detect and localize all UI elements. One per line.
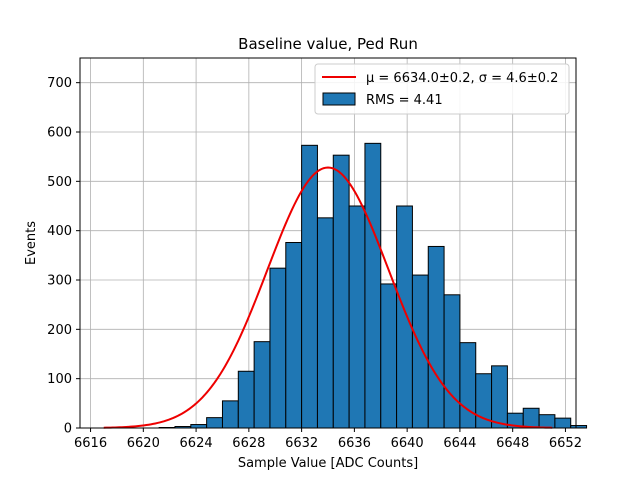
y-tick-label: 300 [47, 274, 72, 289]
histogram-bar [554, 417, 572, 429]
histogram-bar [237, 370, 255, 429]
y-tick-label: 100 [47, 372, 72, 387]
histogram-bar [269, 267, 287, 429]
histogram-bar [332, 154, 350, 429]
y-tick-label: 700 [47, 76, 72, 91]
plot-frame [79, 57, 577, 429]
histogram-bar [348, 205, 366, 429]
histogram-bar [396, 205, 413, 429]
legend-box [314, 63, 570, 115]
histogram-bar [459, 342, 477, 429]
gaussian-fit-line [103, 166, 553, 429]
legend-histogram-label: RMS = 4.41 [366, 93, 443, 108]
histogram-bar [538, 414, 556, 429]
histogram-bar [427, 245, 445, 429]
y-tick-label: 500 [47, 175, 72, 190]
histogram-bar [491, 365, 508, 429]
x-tick-label: 6648 [496, 436, 529, 451]
y-tick-label: 600 [47, 126, 72, 141]
histogram-bar [285, 242, 303, 429]
legend-fit-label: μ = 6634.0±0.2, σ = 4.6±0.2 [366, 71, 558, 86]
x-axis-label: Sample Value [ADC Counts] [238, 456, 418, 471]
histogram-bar [316, 217, 334, 429]
chart-title: Baseline value, Ped Run [238, 35, 418, 53]
x-axis-ticks: 6616 6620 6624 6628 6632 6636 6640 6644 6648 6652 [74, 428, 582, 451]
x-tick-label: 6632 [285, 436, 318, 451]
histogram-bar [253, 341, 271, 429]
histogram-bar [411, 274, 429, 429]
y-tick-label: 0 [64, 422, 72, 437]
histogram-bar [570, 425, 588, 429]
x-tick-label: 6652 [549, 436, 582, 451]
histogram-bar [443, 294, 461, 429]
histogram-bar [522, 407, 540, 429]
y-axis-ticks: 0 100 200 300 400 500 600 700 [47, 76, 80, 437]
x-tick-label: 6620 [127, 436, 160, 451]
histogram-bar [190, 424, 208, 429]
y-tick-label: 200 [47, 323, 72, 338]
x-tick-label: 6624 [180, 436, 213, 451]
x-tick-label: 6636 [338, 436, 371, 451]
x-tick-label: 6628 [232, 436, 265, 451]
histogram-bar [206, 417, 223, 429]
x-tick-label: 6640 [391, 436, 424, 451]
legend: μ = 6634.0±0.2, σ = 4.6±0.2 RMS = 4.41 [314, 63, 570, 115]
y-tick-label: 400 [47, 224, 72, 239]
histogram-bar [380, 283, 398, 429]
histogram-bar [364, 142, 382, 429]
x-tick-label: 6644 [443, 436, 476, 451]
histogram-bars [158, 142, 588, 429]
legend-histogram-swatch [322, 92, 356, 106]
y-axis-label: Events [24, 221, 39, 265]
histogram-bar [221, 400, 239, 429]
x-tick-label: 6616 [74, 436, 107, 451]
